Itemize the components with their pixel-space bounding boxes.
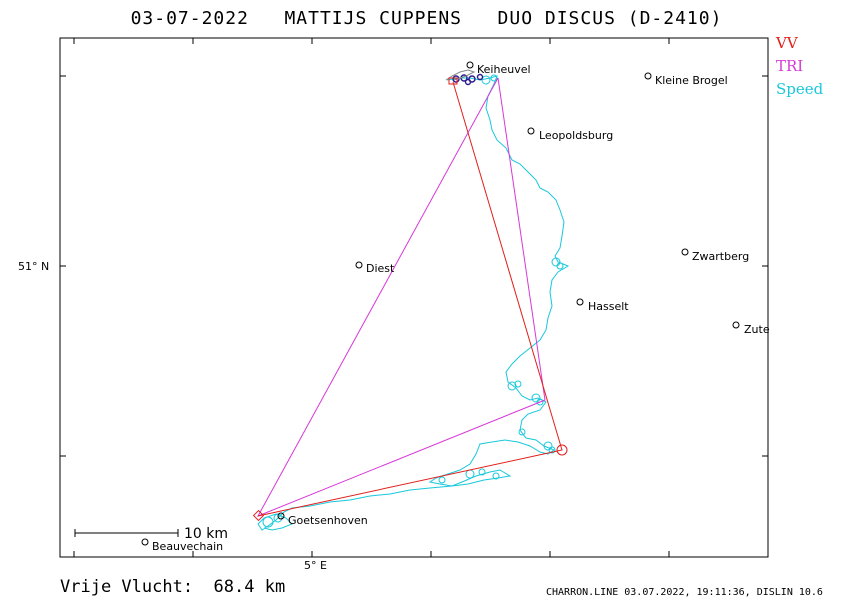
place-label: Kleine Brogel [655,74,728,87]
scale-bar-label: 10 km [184,526,228,542]
footer-meta: CHARRON.LINE 03.07.2022, 19:11:36, DISLI… [546,587,823,598]
vv-end-marker [448,77,458,85]
place-label: Beauvechain [152,540,223,553]
lon-tick-label: 5° E [304,559,327,572]
place-hasselt: Hasselt [576,298,629,313]
start-gray-trace [445,69,476,81]
scale-bar [74,529,179,537]
place-diest: Diest [355,261,395,275]
tri-route [256,77,546,517]
legend-speed: Speed [776,80,824,98]
place-label: Zwartberg [692,250,749,263]
lat-tick-label: 51° N [18,260,49,273]
place-label: Diest [366,262,395,275]
title-pilot: MATTIJS CUPPENS [284,8,463,29]
start-circling [452,73,484,86]
speed-track-main [257,75,570,531]
vv-turnpoint-marker [556,444,568,456]
place-beauvechain: Beauvechain [141,538,223,553]
place-label: Goetsenhoven [288,514,368,527]
place-zute: Zute [732,321,770,336]
axis-ticks [60,38,768,557]
map-frame [59,37,769,558]
places: Keiheuvel Kleine Brogel Leopoldsburg Die… [141,61,770,553]
distance-value: 68.4 km [213,577,286,597]
free-flight-distance: Vrije Vlucht: 68.4 km [60,577,285,597]
place-label: Zute [744,323,770,336]
place-zwartberg: Zwartberg [681,248,749,263]
distance-label: Vrije Vlucht: [60,577,194,597]
legend-vv: VV [776,34,798,52]
place-label: Leopoldsburg [539,129,613,142]
map-title: 03-07-2022 MATTIJS CUPPENS DUO DISCUS (D… [0,8,853,29]
speed-track [257,74,570,531]
place-keiheuvel: Keiheuvel [466,61,531,76]
place-leopoldsburg: Leopoldsburg [527,127,613,142]
place-label: Keiheuvel [477,63,531,76]
place-kleine-brogel: Kleine Brogel [644,72,728,87]
vv-route [257,81,563,517]
title-glider: DUO DISCUS (D-2410) [497,8,723,29]
legend-tri: TRI [776,57,804,75]
title-date: 03-07-2022 [130,8,249,29]
place-label: Hasselt [588,300,629,313]
vv-start-marker [252,509,265,522]
place-goetsenhoven: Goetsenhoven [277,512,368,527]
